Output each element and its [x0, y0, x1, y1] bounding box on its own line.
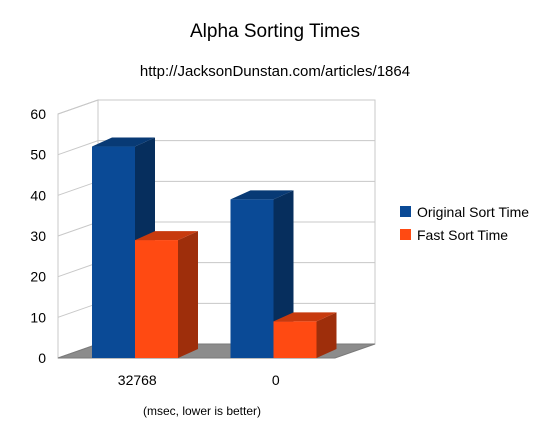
gridline [57, 140, 375, 156]
y-tick-label: 10 [30, 309, 46, 325]
legend-item-original: Original Sort Time [400, 200, 529, 223]
chart-title: Alpha Sorting Times [189, 21, 361, 42]
y-tick-label: 60 [30, 106, 46, 122]
y-tick-label: 20 [30, 269, 46, 285]
legend-item-fast: Fast Sort Time [400, 223, 529, 246]
chart-subtitle: http://JacksonDunstan.com/articles/1864 [139, 63, 411, 80]
x-axis-label: (msec, lower is better) [143, 404, 261, 418]
legend-label-fast: Fast Sort Time [417, 226, 509, 243]
y-tick-label: 40 [30, 187, 46, 203]
bar-side [178, 231, 198, 358]
bar [135, 240, 178, 358]
x-tick-label: 0 [272, 372, 280, 388]
bar [230, 199, 274, 358]
legend-swatch-fast [400, 229, 411, 240]
y-tick-label: 30 [30, 228, 46, 244]
bar-top [135, 231, 198, 241]
bar-top [92, 137, 155, 147]
y-tick-label: 50 [30, 147, 46, 163]
bar [273, 321, 317, 358]
legend-label-original: Original Sort Time [417, 203, 530, 220]
y-tick-label: 0 [38, 350, 46, 366]
bar-top [273, 312, 337, 322]
bar [92, 146, 135, 358]
legend-swatch-original [400, 206, 411, 217]
x-tick-label: 32768 [118, 372, 157, 388]
bar-side [316, 312, 337, 358]
gridline [57, 99, 375, 115]
bar-top [230, 190, 294, 200]
chart-legend: Original Sort Time Fast Sort Time [400, 200, 529, 246]
